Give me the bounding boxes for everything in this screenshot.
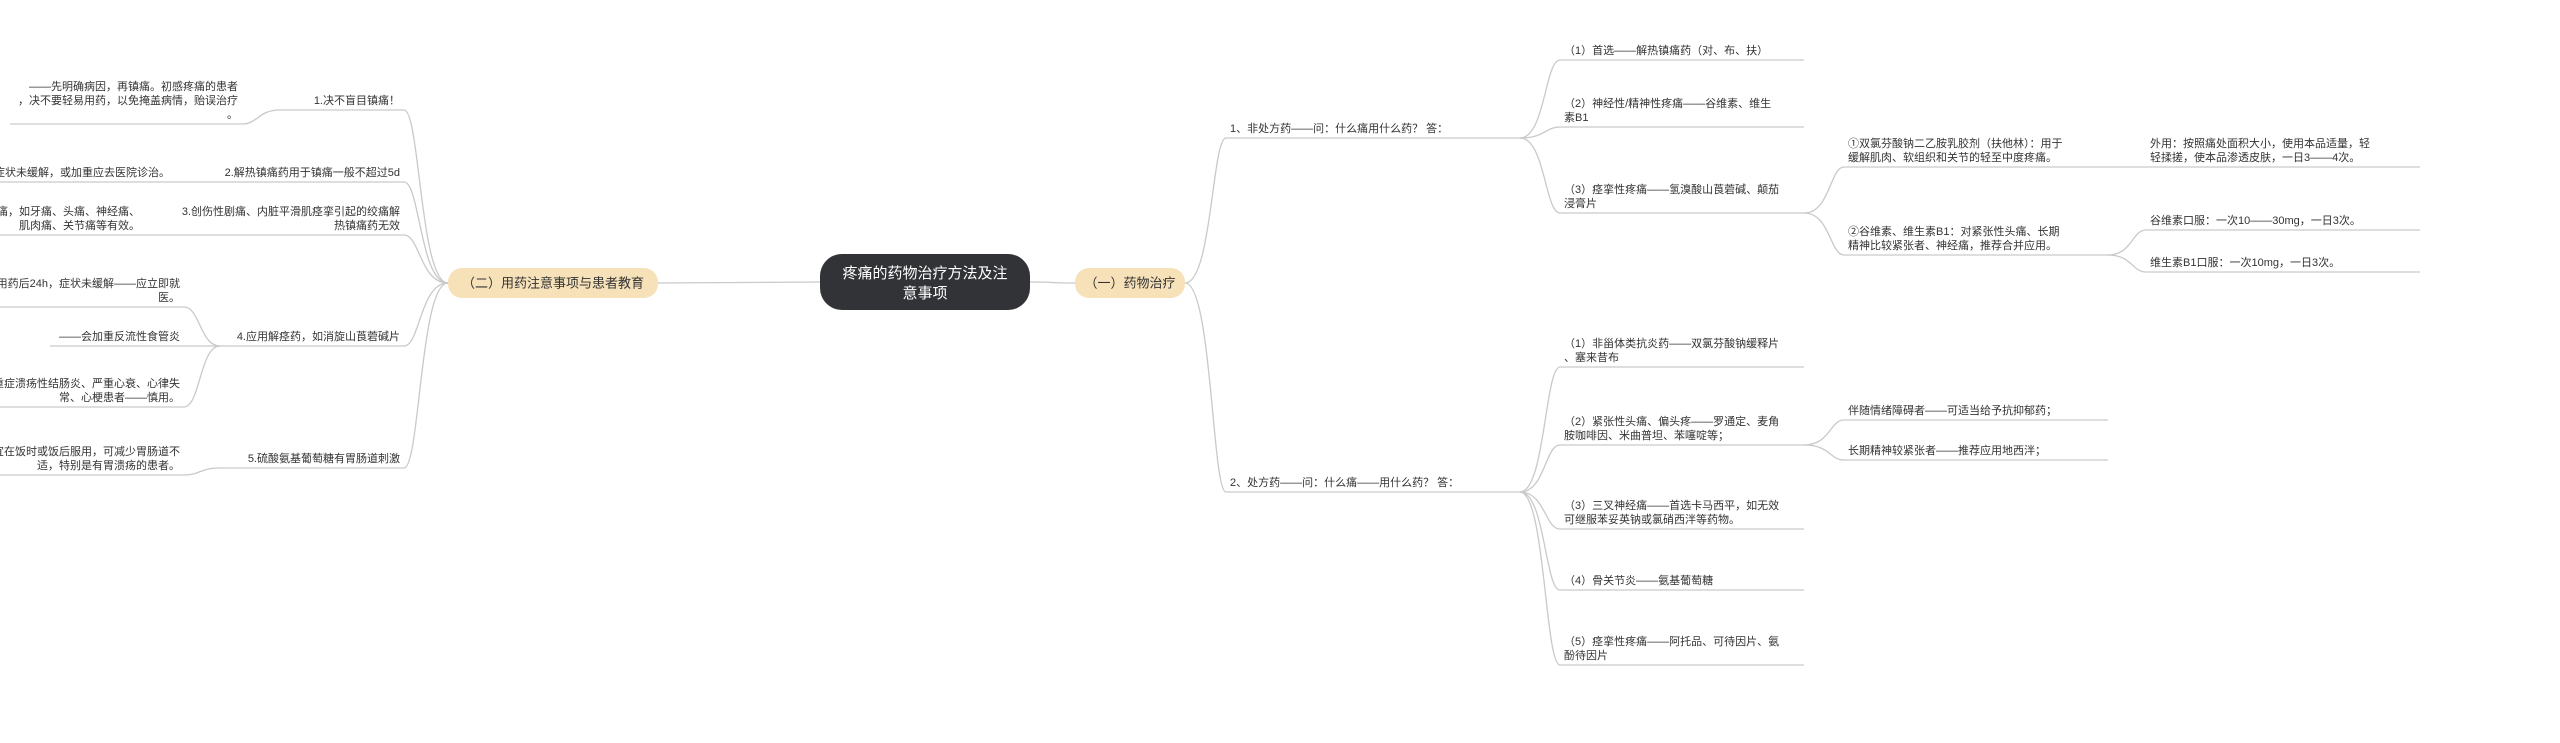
leaf-l1-line0: 1.决不盲目镇痛！ bbox=[314, 93, 400, 107]
leaf-r1a3b-line1: 精神比较紧张者、神经痛，推荐合并应用。 bbox=[1848, 238, 2057, 252]
leaf-l5a-line0: ——宜在饭时或饭后服用，可减少胃肠道不 bbox=[0, 444, 180, 458]
link-h2-l1 bbox=[404, 110, 448, 283]
leaf-r2a3-line1: 可继服苯妥英钠或氯硝西泮等药物。 bbox=[1564, 512, 1740, 526]
link-l4-l4c bbox=[184, 346, 220, 407]
leaf-l4-line0: 4.应用解痉药，如消旋山莨菪碱片 bbox=[237, 329, 400, 343]
leaf-l3-line1: 热镇痛药无效 bbox=[334, 218, 400, 232]
link-r1a3-r1a3b bbox=[1804, 213, 1844, 255]
leaf-r2a2-line1: 胺咖啡因、米曲普坦、苯噻啶等； bbox=[1564, 428, 1729, 442]
link-r1a3b-r1a3b1 bbox=[2108, 230, 2146, 255]
leaf-r2a-line0: 2、处方药——问：什么痛——用什么药？ 答： bbox=[1230, 475, 1459, 489]
leaf-r2a1-line1: 、塞来昔布 bbox=[1564, 350, 1619, 364]
leaf-r2a4-line0: （4）骨关节炎——氨基葡萄糖 bbox=[1564, 573, 1713, 587]
link-r1a3-r1a3a bbox=[1804, 167, 1844, 213]
link-h1-r1a bbox=[1185, 138, 1226, 283]
link-r1a-r1a1 bbox=[1520, 60, 1560, 138]
link-l1-l1a bbox=[242, 110, 280, 124]
leaf-r1a3a-line1: 缓解肌肉、软组织和关节的轻至中度疼痛。 bbox=[1848, 150, 2057, 164]
link-r1a3b-r1a3b2 bbox=[2108, 255, 2146, 272]
link-h2-l3 bbox=[404, 235, 448, 283]
leaf-r2a5-line1: 酚待因片 bbox=[1564, 648, 1608, 662]
leaf-r2a1-line0: （1）非甾体类抗炎药——双氯芬酸钠缓释片 bbox=[1564, 336, 1779, 350]
link-root-h2 bbox=[658, 282, 820, 283]
leaf-r1a3b-line0: ②谷维素、维生素B1：对紧张性头痛、长期 bbox=[1848, 224, 2059, 238]
leaf-l4a-line1: 医。 bbox=[158, 292, 180, 304]
leaf-r1a3b1-line0: 谷维素口服：一次10——30mg，一日3次。 bbox=[2150, 213, 2361, 227]
leaf-r1a3-line1: 浸膏片 bbox=[1564, 196, 1597, 210]
leaf-l4b-line0: ——会加重反流性食管炎 bbox=[59, 329, 180, 343]
leaf-r1a3a-line0: ①双氯芬酸钠二乙胺乳胶剂（扶他林）：用于 bbox=[1848, 136, 2063, 150]
link-h2-l5 bbox=[404, 283, 448, 468]
leaf-l4c-line0: ——重症溃疡性结肠炎、严重心衰、心律失 bbox=[0, 376, 180, 390]
leaf-l4a-line0: ——用药后24h，症状未缓解——应立即就 bbox=[0, 276, 180, 290]
leaf-l3a-line1: 肌肉痛、关节痛等有效。 bbox=[19, 218, 140, 232]
leaf-r2a2b-line0: 长期精神较紧张者——推荐应用地西泮； bbox=[1848, 443, 2046, 457]
leaf-r1a1-line0: （1）首选——解热镇痛药（对、布、扶） bbox=[1564, 43, 1768, 57]
leaf-l4c-line1: 常、心梗患者——慎用。 bbox=[59, 390, 180, 404]
leaf-l2-line0: 2.解热镇痛药用于镇痛一般不超过5d bbox=[225, 165, 400, 179]
leaf-r1a3b2-line0: 维生素B1口服：一次10mg，一日3次。 bbox=[2150, 255, 2340, 269]
root-label: 疼痛的药物治疗方法及注 bbox=[842, 265, 1007, 282]
link-root-h1 bbox=[1030, 282, 1075, 283]
link-r2a2-r2a2b bbox=[1804, 445, 1844, 460]
leaf-l1a-line1: ，决不要轻易用药，以免掩盖病情，贻误治疗 bbox=[18, 93, 238, 107]
leaf-l1a-line0: ——先明确病因，再镇痛。初感疼痛的患者 bbox=[29, 79, 238, 93]
link-r2a-r2a4 bbox=[1520, 492, 1560, 590]
leaf-r2a2a-line0: 伴随情绪障碍者——可适当给予抗抑郁药； bbox=[1848, 403, 2057, 417]
link-h1-r2a bbox=[1185, 283, 1226, 492]
link-r1a-r1a3 bbox=[1520, 138, 1560, 213]
leaf-l5a-line1: 适，特别是有胃溃疡的患者。 bbox=[37, 458, 180, 472]
hub-label-h1: （一）药物治疗 bbox=[1084, 275, 1175, 290]
link-h2-l4 bbox=[404, 283, 448, 346]
leaf-r1a3a1-line0: 外用：按照痛处面积大小，使用本品适量，轻 bbox=[2150, 136, 2370, 150]
link-r2a-r2a1 bbox=[1520, 367, 1560, 492]
leaf-r2a2-line0: （2）紧张性头痛、偏头疼——罗通定、麦角 bbox=[1564, 414, 1779, 428]
link-r2a2-r2a2a bbox=[1804, 420, 1844, 445]
leaf-l5-line0: 5.硫酸氨基葡萄糖有胃肠道刺激 bbox=[248, 451, 400, 465]
link-l5-l5a bbox=[184, 468, 220, 475]
leaf-l3a-line0: ——对慢性钝痛，如牙痛、头痛、神经痛、 bbox=[0, 204, 140, 218]
leaf-l1a-line2: 。 bbox=[227, 109, 238, 121]
leaf-r2a5-line0: （5）痉挛性疼痛——阿托品、可待因片、氨 bbox=[1564, 634, 1779, 648]
leaf-l3-line0: 3.创伤性剧痛、内脏平滑肌痉挛引起的绞痛解 bbox=[182, 204, 400, 218]
leaf-r1a2-line0: （2）神经性/精神性疼痛——谷维素、维生 bbox=[1564, 96, 1771, 110]
leaf-r2a3-line0: （3）三叉神经痛——首选卡马西平，如无效 bbox=[1564, 498, 1779, 512]
leaf-r1a2-line1: 素B1 bbox=[1564, 111, 1588, 124]
link-r2a-r2a5 bbox=[1520, 492, 1560, 665]
mindmap-canvas: 疼痛的药物治疗方法及注意事项 （一）药物治疗 （二）用药注意事项与患者教育 1、非处方… bbox=[0, 0, 2560, 743]
leaf-r1a-line0: 1、非处方药——问：什么痛用什么药？ 答： bbox=[1230, 121, 1448, 135]
root-label-2: 意事项 bbox=[902, 284, 947, 302]
leaf-r1a3a1-line1: 轻揉搓，使本品渗透皮肤，一日3——4次。 bbox=[2150, 150, 2360, 164]
link-l4-l4a bbox=[184, 307, 220, 346]
leaf-r1a3-line0: （3）痉挛性疼痛——氢溴酸山莨菪碱、颠茄 bbox=[1564, 182, 1779, 196]
leaf-l2a-line0: ——如症状未缓解，或加重应去医院诊治。 bbox=[0, 165, 170, 179]
hub-label-h2: （二）用药注意事项与患者教育 bbox=[462, 275, 644, 290]
